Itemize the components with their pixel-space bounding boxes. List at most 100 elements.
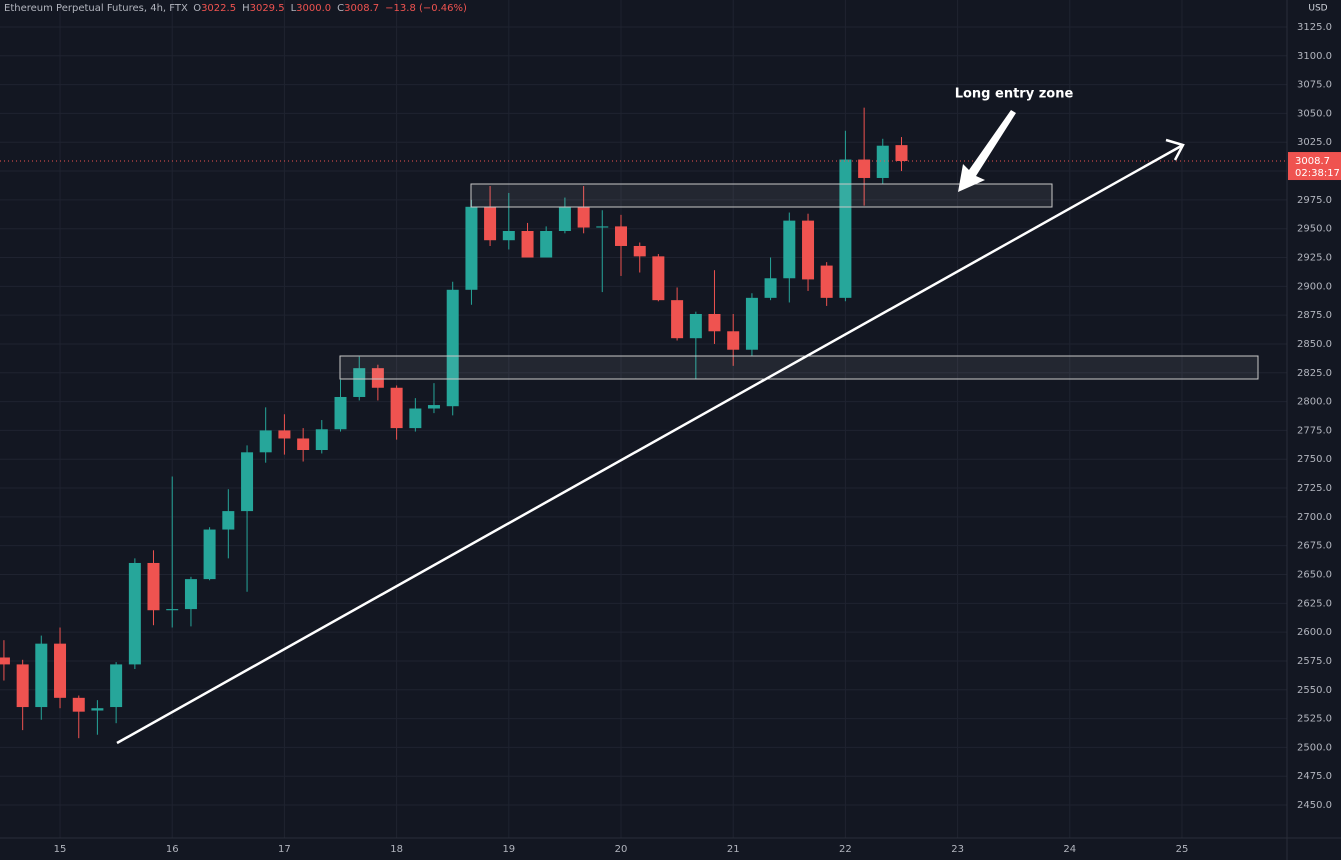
trend-line xyxy=(116,143,1184,745)
x-tick-label: 23 xyxy=(951,844,964,855)
x-tick-label: 19 xyxy=(502,844,515,855)
x-tick-label: 22 xyxy=(839,844,852,855)
candle-body xyxy=(615,226,628,246)
candle-body xyxy=(259,430,272,453)
ohlc-key: L xyxy=(291,3,297,14)
change: −13.8 (−0.46%) xyxy=(385,3,467,14)
y-tick-label: 2825.0 xyxy=(1297,368,1332,379)
y-tick-label: 2800.0 xyxy=(1297,397,1332,408)
candle-body xyxy=(222,511,235,530)
candle-body xyxy=(895,145,908,162)
candle-body xyxy=(596,226,609,228)
annotation: Long entry zone xyxy=(955,87,1074,102)
candle-body xyxy=(671,300,684,339)
candle-body xyxy=(315,429,328,451)
candle-body xyxy=(876,145,889,178)
candle-body xyxy=(802,220,815,280)
y-tick-label: 2625.0 xyxy=(1297,598,1332,609)
y-tick-label: 2925.0 xyxy=(1297,253,1332,264)
x-tick-label: 20 xyxy=(615,844,628,855)
candle-body xyxy=(764,278,777,298)
candle-body xyxy=(558,206,571,231)
candle-body xyxy=(203,529,216,580)
candle-body xyxy=(409,408,422,429)
candle-body xyxy=(689,313,702,339)
candle-body xyxy=(708,313,721,332)
zone xyxy=(339,355,1259,380)
candle-body xyxy=(465,206,478,290)
candles xyxy=(0,107,1287,739)
candle-body xyxy=(783,220,796,279)
candle-body xyxy=(727,331,740,350)
y-tick-label: 2875.0 xyxy=(1297,310,1332,321)
candle-body xyxy=(427,405,440,409)
y-tick-label: 2675.0 xyxy=(1297,541,1332,552)
countdown: 02:38:17 xyxy=(1295,168,1340,179)
y-tick-label: 2700.0 xyxy=(1297,512,1332,523)
candle-body xyxy=(540,230,553,258)
candle-body xyxy=(502,230,515,241)
candle-body xyxy=(390,387,403,429)
y-tick-label: 2950.0 xyxy=(1297,224,1332,235)
candle-body xyxy=(484,206,497,241)
candle-body xyxy=(16,664,29,708)
candle-body xyxy=(147,562,160,611)
header: Ethereum Perpetual Futures, 4h, FTX O3022… xyxy=(4,3,467,14)
y-tick-label: 2500.0 xyxy=(1297,742,1332,753)
y-tick-label: 2650.0 xyxy=(1297,569,1332,580)
candle-body xyxy=(166,609,179,611)
candle-body xyxy=(633,245,646,257)
pointer-arrow xyxy=(958,110,1016,192)
x-tick-label: 16 xyxy=(166,844,179,855)
candle-body xyxy=(35,643,48,708)
candle-body xyxy=(446,289,459,407)
candle-body xyxy=(278,430,291,439)
x-tick-label: 24 xyxy=(1063,844,1076,855)
candle-body xyxy=(521,230,534,258)
x-tick-label: 18 xyxy=(390,844,403,855)
y-tick-label: 2750.0 xyxy=(1297,454,1332,465)
candle-body xyxy=(54,643,67,698)
candle-body xyxy=(0,657,10,665)
arrow-head xyxy=(1165,138,1185,161)
y-tick-label: 2600.0 xyxy=(1297,627,1332,638)
x-tick-label: 15 xyxy=(54,844,67,855)
y-tick-label: 2450.0 xyxy=(1297,800,1332,811)
candle-body xyxy=(297,438,310,451)
ohlc-key: O xyxy=(193,3,201,14)
candle-body xyxy=(72,697,85,712)
candle-body xyxy=(334,396,347,430)
candle-body xyxy=(652,256,665,301)
y-tick-label: 3125.0 xyxy=(1297,22,1332,33)
candle-body xyxy=(371,368,384,388)
candle-body xyxy=(745,297,758,350)
axes: 2450.0 2475.0 2500.0 2525.0 2550.0 2575.0 2600… xyxy=(54,22,1341,855)
ohlc-value: 3022.5 xyxy=(201,3,236,14)
y-tick-label: 3100.0 xyxy=(1297,51,1332,62)
y-tick-label: 2775.0 xyxy=(1297,425,1332,436)
currency-box xyxy=(1305,0,1331,14)
candle-body xyxy=(858,159,871,178)
candle-body xyxy=(820,265,833,298)
ohlc-value: 3029.5 xyxy=(250,3,285,14)
x-tick-label: 17 xyxy=(278,844,291,855)
candle-body xyxy=(577,206,590,228)
candle-body xyxy=(353,368,366,397)
y-tick-label: 2525.0 xyxy=(1297,714,1332,725)
candle-body xyxy=(128,562,141,665)
zone xyxy=(470,183,1053,208)
currency: USD xyxy=(1308,4,1327,14)
candle-body xyxy=(110,664,123,708)
candle-body xyxy=(241,452,254,512)
ohlc-key: H xyxy=(242,3,250,14)
y-tick-label: 3075.0 xyxy=(1297,80,1332,91)
candle-body xyxy=(839,159,852,298)
y-tick-label: 2475.0 xyxy=(1297,771,1332,782)
y-tick-label: 2575.0 xyxy=(1297,656,1332,667)
y-tick-label: 2900.0 xyxy=(1297,281,1332,292)
ohlc-key: C xyxy=(337,3,344,14)
last-price-label: 3008.7 xyxy=(1295,156,1330,167)
y-tick-label: 2850.0 xyxy=(1297,339,1332,350)
